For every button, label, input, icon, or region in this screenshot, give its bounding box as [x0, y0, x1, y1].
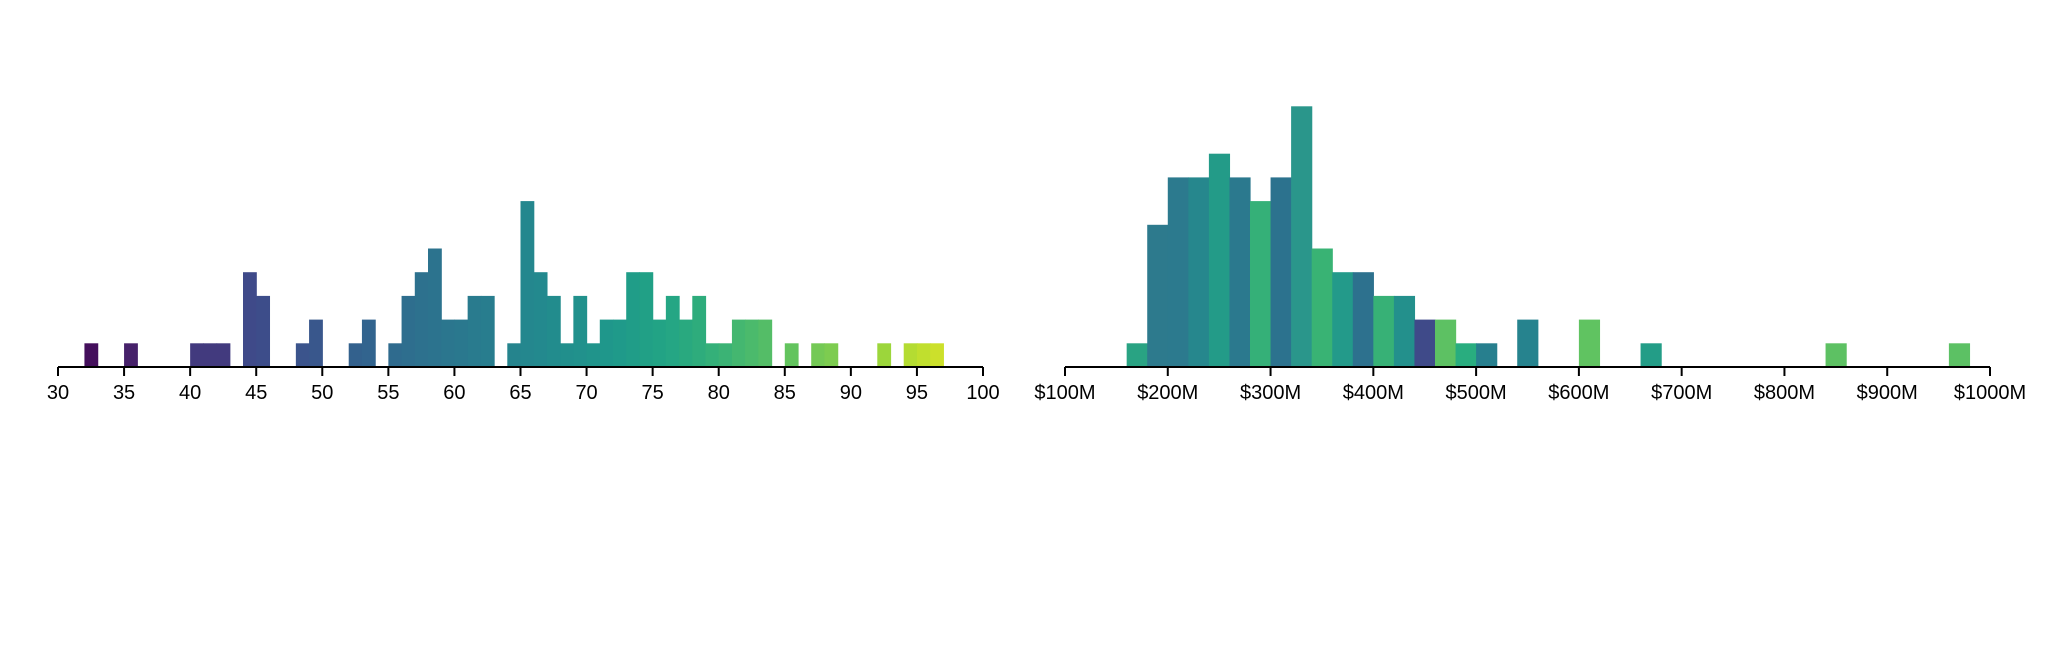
x-tick-label: 30 [47, 382, 69, 404]
histogram-bar [705, 343, 720, 367]
x-tick-label: $400M [1343, 382, 1404, 404]
histogram-bar [348, 343, 363, 367]
histogram-bar [441, 319, 456, 367]
right-histogram: $100M $200M $300M $400M $500M $600M $700M $800M… [1034, 106, 2026, 404]
histogram-bar [877, 343, 892, 367]
x-tick-label: 55 [377, 382, 399, 404]
histogram-bar [243, 272, 257, 367]
x-tick-label: 75 [642, 382, 664, 404]
x-tick-label: 70 [575, 382, 597, 404]
histogram-bar [309, 319, 323, 367]
histogram-bar [1250, 201, 1272, 367]
x-tick-label: $500M [1446, 382, 1507, 404]
histogram-bar [1640, 343, 1662, 367]
histogram-bar [1352, 272, 1374, 367]
histogram-bar [124, 343, 138, 367]
histogram-bar [216, 343, 231, 367]
histogram-bar [1126, 343, 1148, 367]
x-tick-label: $800M [1754, 382, 1815, 404]
histogram-bar [639, 272, 654, 367]
x-tick-label: $700M [1651, 382, 1712, 404]
histogram-bar [652, 319, 667, 367]
histogram-bar [718, 343, 733, 367]
histogram-bar [586, 343, 601, 367]
histogram-bar [256, 295, 271, 367]
x-tick-label: 40 [179, 382, 201, 404]
histogram-bar [692, 295, 707, 367]
histogram-bar [1229, 177, 1251, 367]
histogram-bar [507, 343, 522, 367]
x-tick-label: 95 [906, 382, 928, 404]
histogram-bar [903, 343, 918, 367]
histogram-bar [388, 343, 403, 367]
x-tick-label: $900M [1857, 382, 1918, 404]
x-tick-label: $600M [1548, 382, 1609, 404]
histogram-bar [1578, 319, 1601, 367]
histogram-bar [1332, 272, 1354, 367]
x-tick-label: $200M [1137, 382, 1198, 404]
histogram-bar [1414, 319, 1436, 367]
x-tick-label: 85 [774, 382, 796, 404]
histogram-bar [520, 201, 535, 367]
histogram-bar [190, 343, 204, 367]
histogram-bar [1291, 106, 1313, 368]
histogram-bar [1825, 343, 1847, 367]
x-tick-label: 60 [443, 382, 465, 404]
histogram-bar [295, 343, 310, 367]
histogram-bar [1517, 319, 1539, 367]
histogram-bar [401, 295, 416, 367]
x-tick-label: 45 [245, 382, 267, 404]
histogram-bar [480, 295, 495, 367]
histogram-bar [626, 272, 641, 367]
histogram-bar [1435, 319, 1457, 367]
x-tick-label: $100M [1034, 382, 1095, 404]
histogram-bar [533, 272, 548, 367]
histogram-bar [1948, 343, 1971, 367]
histogram-bar [679, 319, 693, 367]
histogram-bar [1373, 295, 1395, 367]
x-tick-label: 50 [311, 382, 333, 404]
histogram-bar [1393, 295, 1416, 367]
histogram-bar [811, 343, 826, 367]
histogram-bar [745, 319, 759, 367]
histogram-bar [930, 343, 944, 367]
histogram-bar [454, 319, 469, 367]
histogram-bar [731, 319, 746, 367]
histogram-bar [203, 343, 218, 367]
histogram-bar [361, 319, 376, 367]
histogram-bar [1455, 343, 1477, 367]
histogram-bar [414, 272, 429, 367]
histogram-bar [599, 319, 614, 367]
x-tick-label: $300M [1240, 382, 1301, 404]
histogram-bar [1270, 177, 1292, 367]
histogram-bar [916, 343, 931, 367]
histogram-bar [546, 295, 561, 367]
histogram-bar [665, 295, 680, 367]
histogram-bar [1188, 177, 1210, 367]
x-tick-label: 80 [708, 382, 730, 404]
histogram-bar [573, 295, 588, 367]
histogram-bar [1167, 177, 1189, 367]
histogram-bar [613, 319, 627, 367]
histogram-bar [1208, 153, 1231, 367]
x-tick-label: 100 [966, 382, 999, 404]
x-tick-label: 65 [509, 382, 531, 404]
left-histogram: 30 35 40 45 50 55 60 65 70 75 80 85 90 95 100 [47, 201, 1000, 404]
x-tick-label: 90 [840, 382, 862, 404]
histogram-bar [1147, 224, 1169, 367]
histogram-bar [560, 343, 574, 367]
histogram-bar [1476, 343, 1498, 367]
histogram-bar [84, 343, 99, 367]
histogram-bar [758, 319, 773, 367]
histogram-bar [784, 343, 799, 367]
histogram-bar [467, 295, 482, 367]
x-tick-label: 35 [113, 382, 135, 404]
x-tick-label: $1000M [1954, 382, 2026, 404]
histogram-bar [428, 248, 442, 367]
histogram-bar [1311, 248, 1333, 367]
histogram-bar [824, 343, 839, 367]
